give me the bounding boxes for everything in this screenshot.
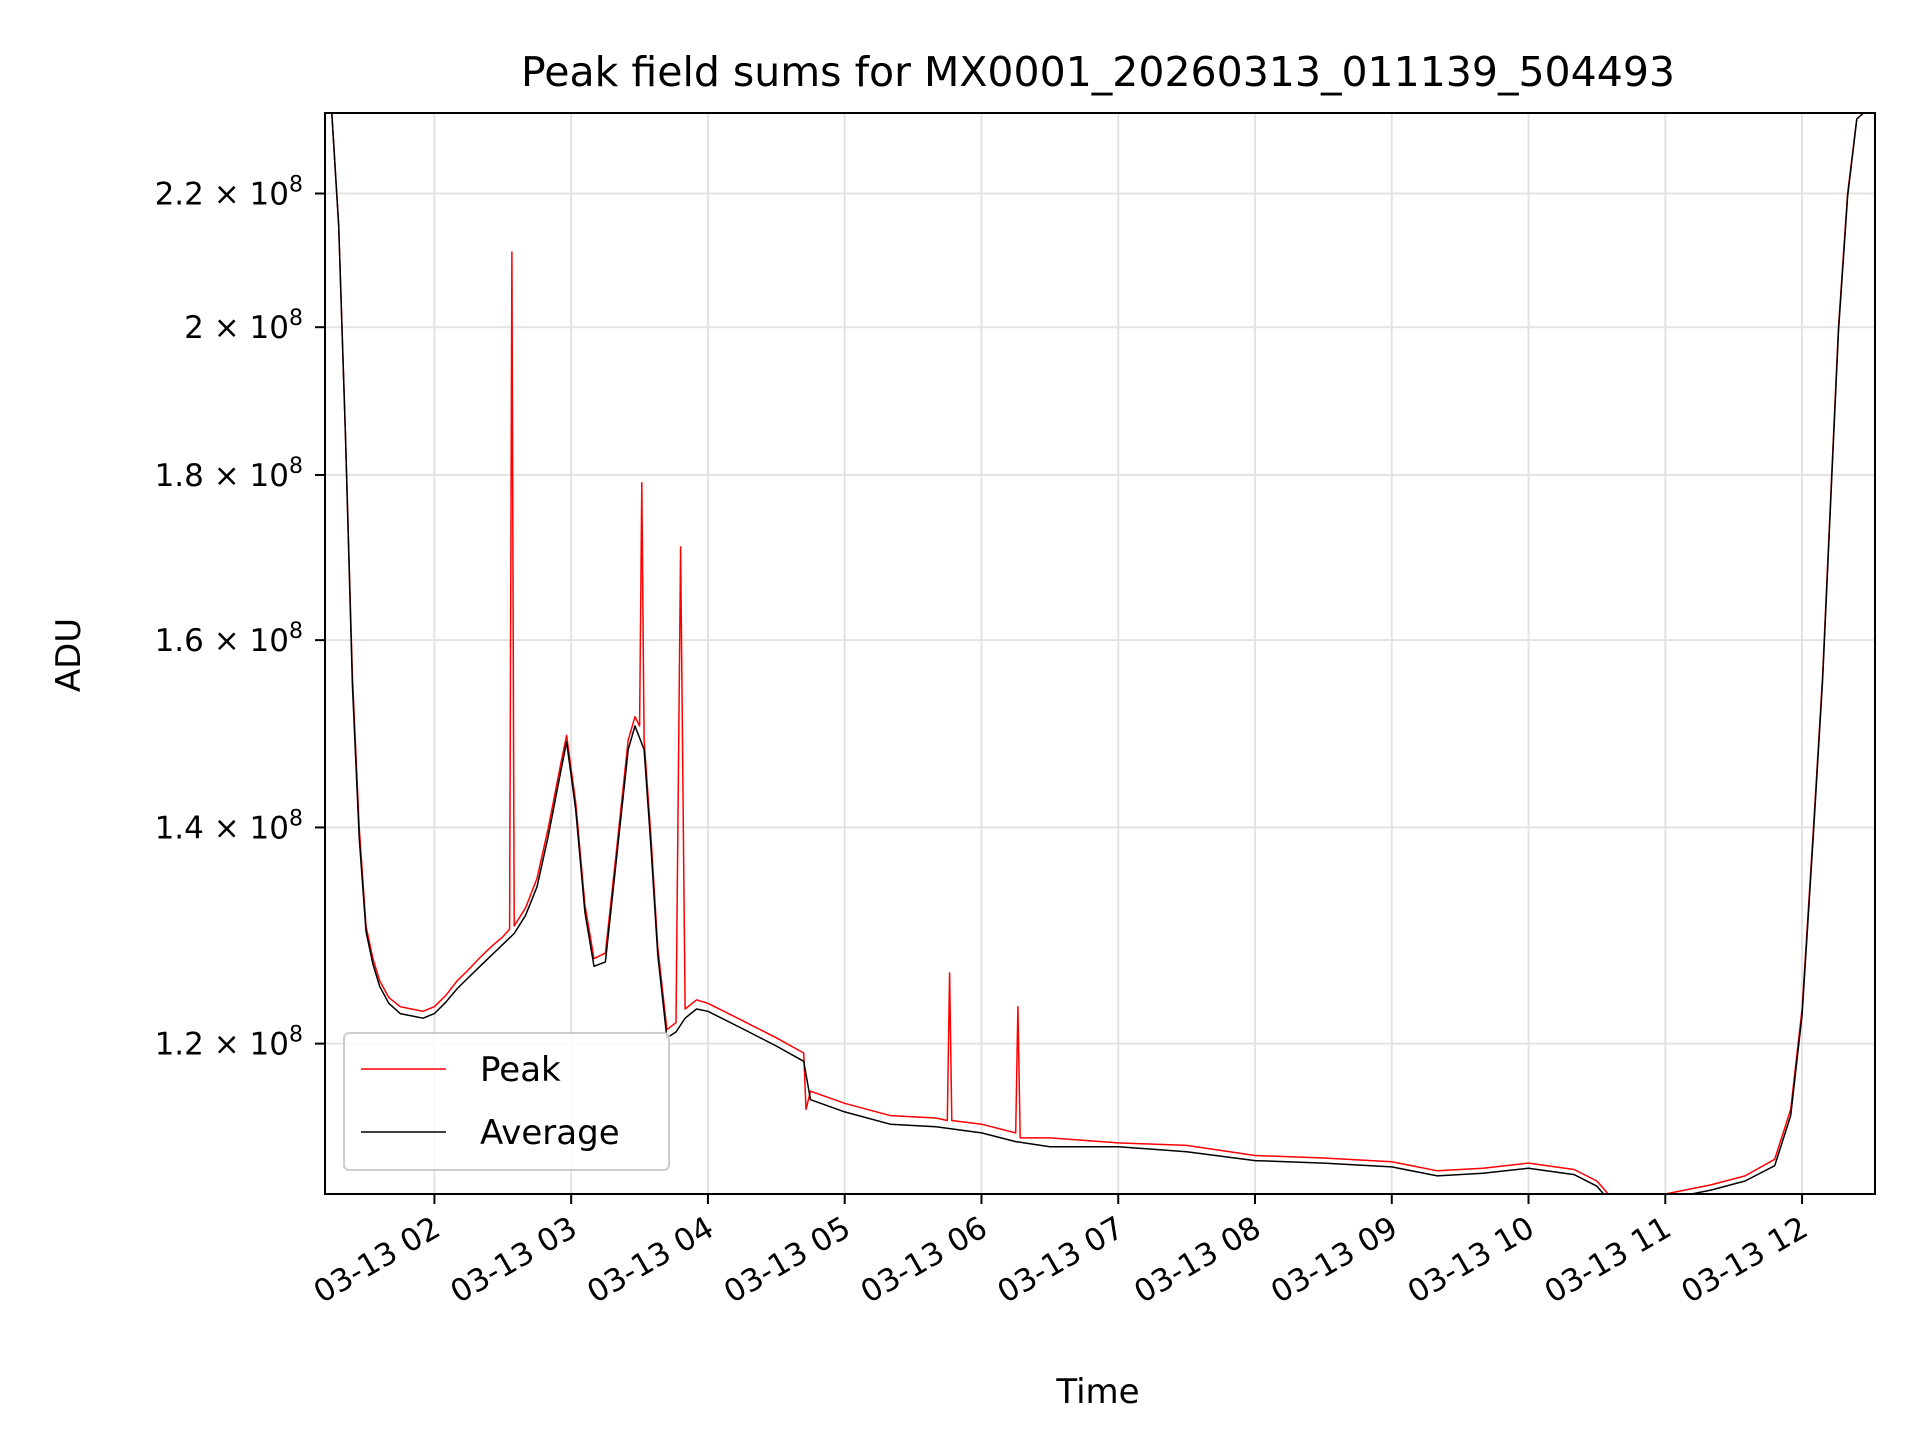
series-layer bbox=[325, 113, 1875, 1194]
y-tick-label: 1.6 × 108 bbox=[155, 619, 303, 659]
y-axis: 1.2 × 108 1.4 × 108 1.6 × 108 1.8 × 108 2 × … bbox=[155, 173, 325, 1063]
plot-frame bbox=[324, 112, 1876, 1195]
chart-title: Peak field sums for MX0001_20260313_0111… bbox=[521, 48, 1675, 96]
y-tick-label: 2 × 108 bbox=[184, 306, 303, 346]
y-tick-label: 1.8 × 108 bbox=[155, 454, 303, 494]
legend: Peak Average bbox=[343, 1032, 670, 1171]
y-tick-label: 2.2 × 108 bbox=[155, 173, 303, 213]
legend-box bbox=[343, 1032, 670, 1171]
series-line-average bbox=[325, 113, 1875, 1194]
y-tick-label: 1.2 × 108 bbox=[155, 1023, 303, 1063]
x-axis-title: Time bbox=[1055, 1372, 1139, 1412]
legend-peak-label: Peak bbox=[480, 1050, 561, 1090]
y-tick-label: 1.4 × 108 bbox=[155, 806, 303, 846]
series-line-peak bbox=[325, 113, 1875, 1194]
y-axis-title: ADU bbox=[49, 618, 89, 692]
legend-average-label: Average bbox=[480, 1113, 620, 1153]
